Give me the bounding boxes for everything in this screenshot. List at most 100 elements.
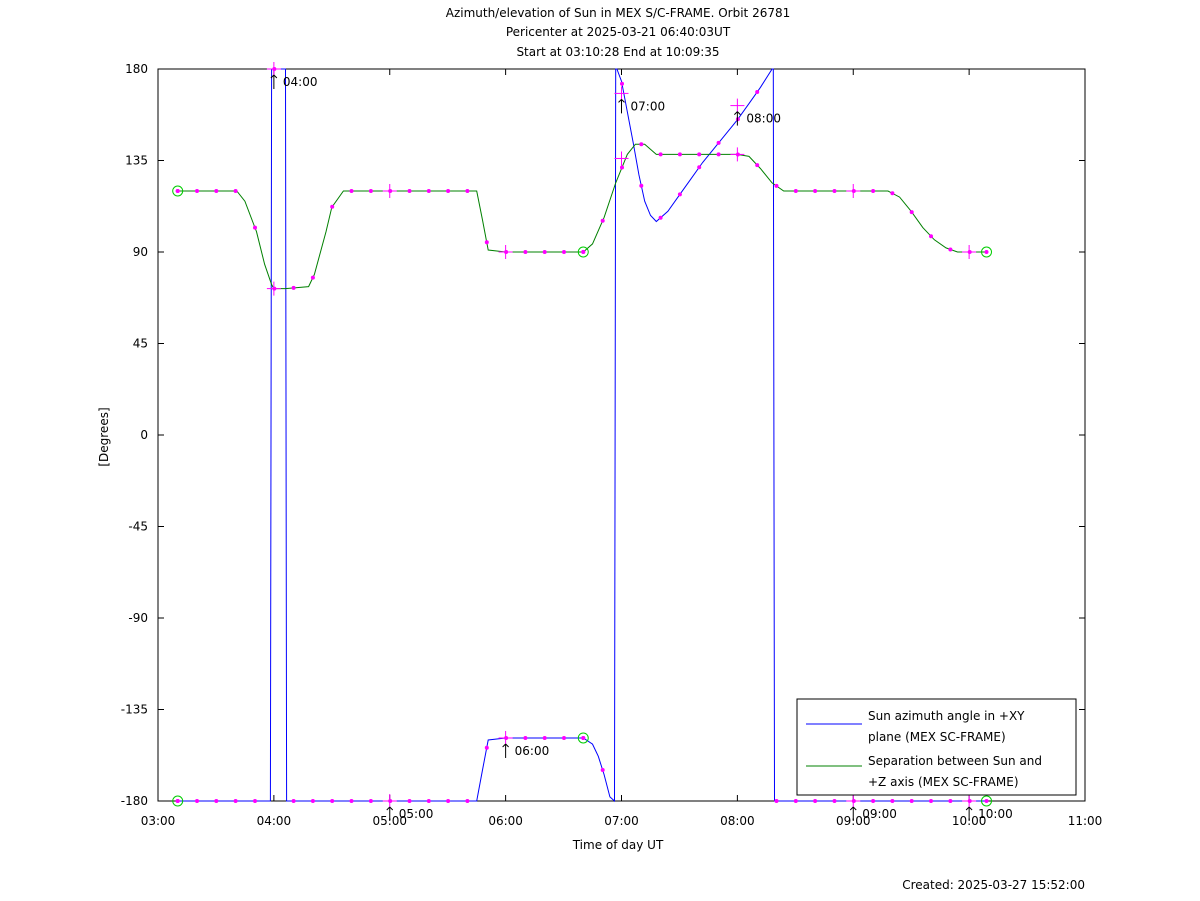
separation-time-dot — [909, 210, 914, 215]
separation-time-dot — [677, 152, 682, 157]
x-axis-label: Time of day UT — [572, 838, 664, 852]
hour-label-arrow — [618, 99, 622, 103]
separation-time-dot — [253, 225, 257, 230]
azimuth-time-dot — [677, 192, 682, 197]
plot-area: 04:00 05:00 06:00 07:00 08:00 09:00 10:00 — [172, 62, 1013, 821]
separation-time-dot — [600, 218, 605, 223]
event-circle — [577, 246, 589, 258]
azimuth-time-dot — [620, 81, 624, 86]
legend-box — [796, 698, 1077, 796]
hour-label-arrow — [852, 806, 857, 811]
separation-time-dot — [774, 183, 779, 188]
azimuth-time-dot — [349, 799, 354, 803]
hour-label-arrow — [734, 111, 738, 115]
hour-label: 07:00 — [631, 99, 666, 113]
event-circle-dot — [984, 250, 989, 254]
event-circle — [172, 185, 184, 197]
azimuth-time-dot — [330, 799, 335, 803]
hour-label-arrow — [737, 111, 741, 115]
event-circle-dot — [175, 799, 180, 803]
separation-time-dot — [214, 189, 219, 193]
azimuth-time-dot — [368, 799, 373, 803]
azimuth-time-dot — [774, 799, 779, 803]
title-line-3: Start at 03:10:28 End at 10:09:35 — [516, 45, 719, 59]
azimuth-time-dot — [755, 90, 760, 94]
legend-label-separation-2: +Z axis (MEX SC-FRAME) — [868, 775, 1019, 789]
hour-label-arrow — [273, 74, 278, 79]
separation-time-dot — [697, 152, 702, 157]
separation-time-dot — [426, 189, 431, 193]
hour-label-arrow — [502, 743, 506, 748]
y-axis-label: [Degrees] — [97, 407, 111, 466]
separation-time-dot — [349, 189, 354, 193]
hour-label: 06:00 — [515, 744, 550, 758]
hour-label-arrow — [965, 806, 970, 811]
separation-time-dot — [620, 165, 624, 170]
azimuth-time-dot — [253, 799, 257, 803]
separation-time-dot — [484, 240, 489, 245]
y-axis: 180 135 90 45 0 -45 -90 -135 -180 — [121, 62, 1085, 808]
azimuth-time-dot — [465, 799, 470, 803]
y-tick-label: -45 — [128, 520, 148, 534]
separation-time-dot — [233, 189, 238, 193]
separation-time-dot — [813, 189, 818, 193]
series-line-azimuth — [177, 68, 987, 803]
separation-time-dot — [195, 189, 199, 193]
plot-frame — [157, 68, 1086, 802]
azimuth-time-dot — [600, 768, 605, 772]
hour-label-arrow — [386, 806, 391, 811]
legend-label-azimuth-2: plane (MEX SC-FRAME) — [868, 730, 1006, 744]
y-tick-label: 90 — [133, 245, 148, 259]
event-circle — [172, 795, 184, 807]
azimuth-time-dot — [542, 736, 547, 740]
hour-label: 10:00 — [978, 807, 1013, 821]
event-circle — [981, 795, 993, 807]
separation-time-dot — [310, 275, 315, 280]
azimuth-time-dot — [871, 799, 876, 803]
chart-title: Azimuth/elevation of Sun in MEX S/C-FRAM… — [446, 6, 791, 59]
azimuth-time-dot — [735, 117, 740, 122]
azimuth-time-dot — [793, 799, 798, 803]
event-circle-dot — [175, 189, 180, 193]
hour-label-arrow — [270, 74, 275, 79]
separation-time-dot — [716, 152, 721, 157]
series-line-separation — [177, 143, 987, 290]
y-tick-label: -180 — [121, 794, 148, 808]
event-circle-dot — [581, 735, 586, 740]
separation-time-dot — [465, 189, 470, 193]
azimuth-time-dot — [195, 799, 199, 803]
separation-time-dot — [929, 234, 933, 239]
y-tick-label: 135 — [125, 154, 148, 168]
created-footer: Created: 2025-03-27 15:52:00 — [902, 878, 1085, 892]
separation-time-dot — [755, 163, 760, 168]
event-circle-dot — [581, 250, 586, 254]
azimuth-time-dot — [446, 799, 451, 803]
plot-border — [157, 68, 1086, 802]
x-tick-label: 08:00 — [720, 814, 755, 828]
y-tick-label: 45 — [133, 337, 148, 351]
separation-time-dot — [291, 285, 296, 290]
event-circle-dot — [984, 799, 989, 803]
x-tick-label: 11:00 — [1068, 814, 1103, 828]
hour-label-arrow — [505, 743, 509, 748]
separation-time-dot — [446, 189, 451, 193]
azimuth-time-dot — [407, 799, 412, 803]
azimuth-time-dot — [523, 736, 528, 740]
title-line-2: Pericenter at 2025-03-21 06:40:03UT — [506, 25, 731, 39]
azimuth-time-dot — [214, 799, 219, 803]
azimuth-time-dot — [310, 799, 315, 803]
azimuth-time-dot — [291, 799, 296, 803]
event-circle — [981, 246, 993, 258]
marker-layer: 04:00 05:00 06:00 07:00 08:00 09:00 10:00 — [172, 62, 1013, 821]
separation-time-dot — [890, 191, 895, 196]
azimuth-time-dot — [813, 799, 818, 803]
hour-label-arrow — [389, 806, 394, 811]
title-line-1: Azimuth/elevation of Sun in MEX S/C-FRAM… — [446, 6, 791, 20]
azimuth-time-dot — [426, 799, 431, 803]
hour-label-arrow — [849, 806, 854, 811]
separation-time-dot — [871, 189, 876, 193]
azimuth-time-dot — [890, 799, 895, 803]
legend-label-separation-1: Separation between Sun and — [868, 754, 1042, 768]
series-lines — [177, 68, 987, 803]
